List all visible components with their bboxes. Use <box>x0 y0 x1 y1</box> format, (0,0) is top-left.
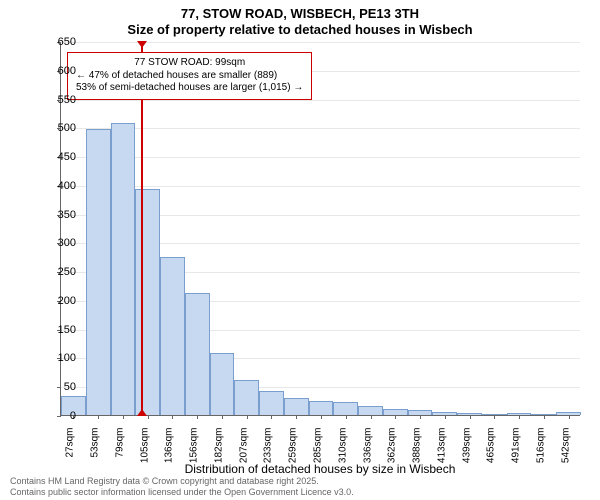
callout-line: 77 STOW ROAD: 99sqm <box>76 57 303 70</box>
y-tick-label: 450 <box>46 151 76 163</box>
callout-line: ← 47% of detached houses are smaller (88… <box>76 70 303 83</box>
x-tick <box>470 415 471 419</box>
y-tick-label: 100 <box>46 352 76 364</box>
x-tick-label: 53sqm <box>90 428 101 474</box>
x-tick-label: 136sqm <box>164 428 175 474</box>
histogram-bar <box>185 293 210 415</box>
x-tick-label: 233sqm <box>263 428 274 474</box>
x-tick-label: 465sqm <box>486 428 497 474</box>
x-tick <box>371 415 372 419</box>
histogram-bar <box>259 391 284 415</box>
x-tick <box>222 415 223 419</box>
x-tick <box>247 415 248 419</box>
y-tick-label: 150 <box>46 324 76 336</box>
y-tick-label: 600 <box>46 65 76 77</box>
x-tick-label: 362sqm <box>387 428 398 474</box>
x-tick-label: 388sqm <box>412 428 423 474</box>
gridline-h <box>61 186 580 187</box>
x-tick <box>519 415 520 419</box>
x-tick-label: 491sqm <box>511 428 522 474</box>
histogram-bar <box>309 401 334 415</box>
x-tick <box>197 415 198 419</box>
histogram-bar <box>86 129 111 415</box>
histogram-bar <box>111 123 136 415</box>
footer-line-1: Contains HM Land Registry data © Crown c… <box>10 476 354 487</box>
marker-callout: 77 STOW ROAD: 99sqm← 47% of detached hou… <box>67 52 312 100</box>
x-tick-label: 105sqm <box>139 428 150 474</box>
x-tick <box>321 415 322 419</box>
gridline-h <box>61 157 580 158</box>
y-tick-label: 500 <box>46 122 76 134</box>
x-tick-label: 336sqm <box>362 428 373 474</box>
x-tick <box>271 415 272 419</box>
callout-line: 53% of semi-detached houses are larger (… <box>76 82 303 95</box>
x-tick <box>346 415 347 419</box>
x-tick-label: 542sqm <box>560 428 571 474</box>
y-tick-label: 350 <box>46 209 76 221</box>
x-tick <box>123 415 124 419</box>
histogram-bar <box>284 398 309 415</box>
chart-title-sub: Size of property relative to detached ho… <box>0 22 600 37</box>
chart-container: 77, STOW ROAD, WISBECH, PE13 3TH Size of… <box>0 0 600 500</box>
x-tick <box>296 415 297 419</box>
x-tick <box>569 415 570 419</box>
x-tick <box>395 415 396 419</box>
marker-triangle-bottom <box>137 409 147 416</box>
x-tick-label: 439sqm <box>461 428 472 474</box>
histogram-bar <box>333 402 358 415</box>
x-tick-label: 259sqm <box>288 428 299 474</box>
histogram-bar <box>234 380 259 415</box>
chart-title-main: 77, STOW ROAD, WISBECH, PE13 3TH <box>0 6 600 21</box>
x-tick-label: 27sqm <box>65 428 76 474</box>
gridline-h <box>61 100 580 101</box>
y-tick-label: 50 <box>46 381 76 393</box>
histogram-bar <box>358 406 383 415</box>
x-tick <box>494 415 495 419</box>
y-tick-label: 0 <box>46 410 76 422</box>
x-tick <box>148 415 149 419</box>
x-tick-label: 516sqm <box>535 428 546 474</box>
gridline-h <box>61 128 580 129</box>
x-tick-label: 310sqm <box>337 428 348 474</box>
y-tick-label: 550 <box>46 94 76 106</box>
plot-area: 77 STOW ROAD: 99sqm← 47% of detached hou… <box>60 42 580 416</box>
y-tick-label: 650 <box>46 36 76 48</box>
footer-line-2: Contains public sector information licen… <box>10 487 354 498</box>
histogram-bar <box>210 353 235 415</box>
x-tick <box>98 415 99 419</box>
y-tick-label: 250 <box>46 266 76 278</box>
x-tick <box>445 415 446 419</box>
x-tick-label: 285sqm <box>313 428 324 474</box>
y-tick-label: 400 <box>46 180 76 192</box>
histogram-bar <box>160 257 185 415</box>
footer-attribution: Contains HM Land Registry data © Crown c… <box>10 476 354 498</box>
x-tick-label: 156sqm <box>189 428 200 474</box>
y-tick-label: 300 <box>46 237 76 249</box>
x-tick-label: 79sqm <box>114 428 125 474</box>
histogram-bar <box>135 189 160 415</box>
x-tick <box>172 415 173 419</box>
x-tick-label: 207sqm <box>238 428 249 474</box>
x-tick-label: 182sqm <box>213 428 224 474</box>
y-tick-label: 200 <box>46 295 76 307</box>
x-tick <box>544 415 545 419</box>
marker-triangle-top <box>137 41 147 48</box>
x-tick-label: 413sqm <box>436 428 447 474</box>
x-tick <box>420 415 421 419</box>
